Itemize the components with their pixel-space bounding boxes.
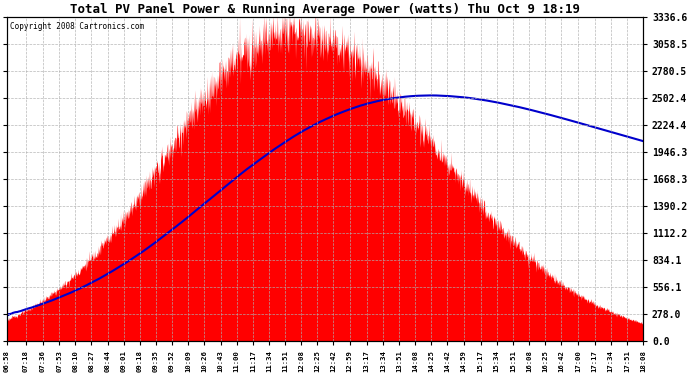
Title: Total PV Panel Power & Running Average Power (watts) Thu Oct 9 18:19: Total PV Panel Power & Running Average P… <box>70 3 580 16</box>
Text: Copyright 2008 Cartronics.com: Copyright 2008 Cartronics.com <box>10 22 144 31</box>
